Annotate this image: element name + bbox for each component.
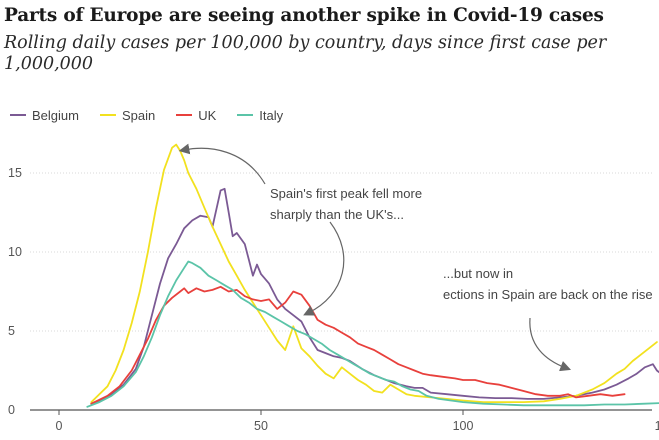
- annotation-arrow-spain-peak: [178, 143, 266, 185]
- y-tick-label-15: 15: [8, 166, 22, 180]
- chart-legend: Belgium Spain UK Italy: [10, 106, 304, 124]
- legend-label-uk: UK: [198, 107, 217, 123]
- annotation-arrow-uk-decline: [303, 221, 345, 316]
- legend-label-spain: Spain: [121, 107, 156, 123]
- chart-lines: [86, 143, 659, 408]
- legend-swatch-belgium: [10, 114, 26, 116]
- y-tick-label-0: 0: [8, 403, 15, 417]
- legend-swatch-spain: [99, 114, 116, 116]
- legend-swatch-italy: [237, 114, 254, 116]
- series-line-belgium: [90, 187, 659, 405]
- legend-label-belgium: Belgium: [32, 107, 79, 123]
- legend-item-belgium: Belgium: [10, 108, 79, 123]
- annotation-text-spain-peak: Spain's first peak fell more sharply tha…: [270, 186, 426, 222]
- annotation-spain-rise: ...but now in ections in Spain are back …: [443, 266, 653, 372]
- legend-swatch-uk: [176, 114, 193, 116]
- y-tick-label-10: 10: [8, 245, 22, 259]
- series-line-italy: [86, 260, 659, 408]
- legend-item-spain: Spain: [99, 107, 156, 123]
- x-tick-label-150: 150: [655, 419, 659, 433]
- chart-axes: 051015050100150: [8, 166, 659, 433]
- x-tick-label-100: 100: [453, 419, 474, 433]
- x-tick-label-0: 0: [56, 419, 63, 433]
- annotation-text-spain-rise: ...but now in ections in Spain are back …: [443, 266, 653, 302]
- annotation-spain-peak: Spain's first peak fell more sharply tha…: [178, 143, 426, 316]
- y-tick-label-5: 5: [8, 324, 15, 338]
- series-line-uk: [90, 285, 626, 405]
- annotation-arrow-spain-rise: [529, 317, 572, 372]
- legend-item-uk: UK: [176, 108, 216, 123]
- series-line-spain: [90, 143, 658, 404]
- legend-item-italy: Italy: [237, 108, 283, 123]
- chart-subtitle: Rolling daily cases per 100,000 by count…: [4, 33, 607, 74]
- x-tick-label-50: 50: [254, 419, 268, 433]
- chart-title: Parts of Europe are seeing another spike…: [4, 5, 604, 26]
- legend-label-italy: Italy: [259, 107, 284, 123]
